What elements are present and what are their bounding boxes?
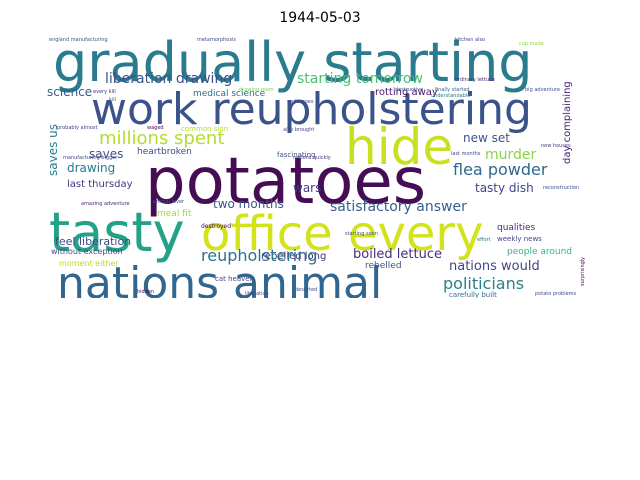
cloud-word: last months [451, 151, 481, 157]
cloud-word: potato problems [535, 291, 577, 297]
cloud-word: rebelled [365, 261, 402, 271]
cloud-word: medical science [193, 89, 266, 99]
cloud-word: waged [147, 125, 164, 131]
cloud-word: liberation [245, 291, 269, 297]
cloud-word: gradually starting [53, 36, 533, 94]
cloud-word: tasty dish [475, 181, 534, 195]
cloud-word: day complaining [562, 81, 573, 164]
cloud-word: liberation drawing [105, 71, 233, 87]
cloud-word: satisfactory answer [330, 199, 467, 215]
cloud-word: carefully built [449, 291, 497, 299]
cloud-word: politicians [443, 274, 525, 293]
cloud-word: people around [507, 247, 573, 257]
cloud-word: amazing adventure [81, 201, 130, 207]
cloud-word: animal lover [153, 199, 185, 205]
cloud-word: office every [201, 206, 484, 262]
cloud-word: ordinary lettuce [455, 77, 495, 83]
cloud-word: hide [345, 118, 454, 176]
cloud-word: reupholstering [201, 246, 318, 265]
cloud-word: metamorphosis [197, 37, 236, 43]
cloud-word: undergoes [287, 99, 314, 105]
cloud-word: big adventure [525, 87, 560, 93]
cloud-word: last thursday [67, 179, 133, 190]
cloud-word: manufacturing bigger [63, 155, 118, 161]
word-cloud: gradually starting work reupholstering h… [45, 36, 593, 298]
cloud-word: meal fit [157, 209, 192, 219]
cloud-word: science [47, 85, 93, 99]
cloud-word: flea powder [453, 160, 548, 179]
cloud-word: surprisingly [580, 256, 586, 286]
cloud-word: cat heaven [215, 275, 255, 283]
cloud-word: deserted [295, 287, 318, 293]
cloud-word: kill [109, 97, 117, 103]
cloud-word: destructive [395, 87, 424, 93]
chart-title: 1944-05-03 [279, 10, 361, 26]
cloud-word: destroyed [201, 223, 232, 230]
cloud-word: new houses [541, 143, 571, 149]
cloud-word: cup made [519, 41, 544, 47]
cloud-word: hidden [137, 289, 155, 295]
cloud-word: saves [89, 147, 124, 161]
cloud-word: millions spent [99, 128, 225, 149]
cloud-word: moment either [59, 259, 119, 268]
cloud-word: potatoes [145, 145, 427, 219]
cloud-word: fascinating [277, 151, 316, 159]
cloud-word: qualities [497, 223, 536, 233]
cloud-word: saves us [46, 123, 60, 176]
cloud-word: probably almost [57, 125, 98, 131]
cloud-word: reconstruction [543, 185, 580, 191]
cloud-word: drawing room [239, 87, 274, 93]
cloud-word: wars [293, 181, 322, 195]
cloud-word: rebelled long [261, 251, 327, 262]
cloud-word: starting tomorrow [297, 71, 423, 87]
cloud-word: every kill [93, 89, 116, 95]
cloud-word: heartbroken [137, 147, 192, 157]
cloud-word: new set [463, 131, 510, 145]
cloud-word: kitchen also [455, 37, 486, 43]
cloud-word: weekly news [497, 235, 542, 243]
cloud-word: also brought [283, 127, 315, 133]
cloud-word: finally started [435, 87, 470, 93]
cloud-word: common sign [181, 125, 229, 133]
cloud-word: nations would [449, 259, 540, 274]
cloud-word: boiled lettuce [353, 247, 443, 262]
cloud-word: england manufacturing [49, 37, 108, 43]
cloud-word: two months [213, 197, 284, 211]
cloud-word: tasty [49, 201, 185, 264]
cloud-word: effort [477, 237, 491, 243]
cloud-word: understandable [431, 93, 471, 99]
cloud-word: without exception [51, 247, 123, 256]
cloud-word: work reupholstering [91, 84, 532, 135]
cloud-word: feel liberation [55, 235, 132, 248]
cloud-word: nations animal [57, 258, 383, 299]
cloud-word: nations quickly [293, 155, 331, 161]
cloud-word: murder [485, 147, 537, 163]
cloud-word: drawing [67, 161, 116, 175]
cloud-word: starting soon [345, 231, 378, 237]
cloud-word: rotting away [375, 87, 438, 98]
